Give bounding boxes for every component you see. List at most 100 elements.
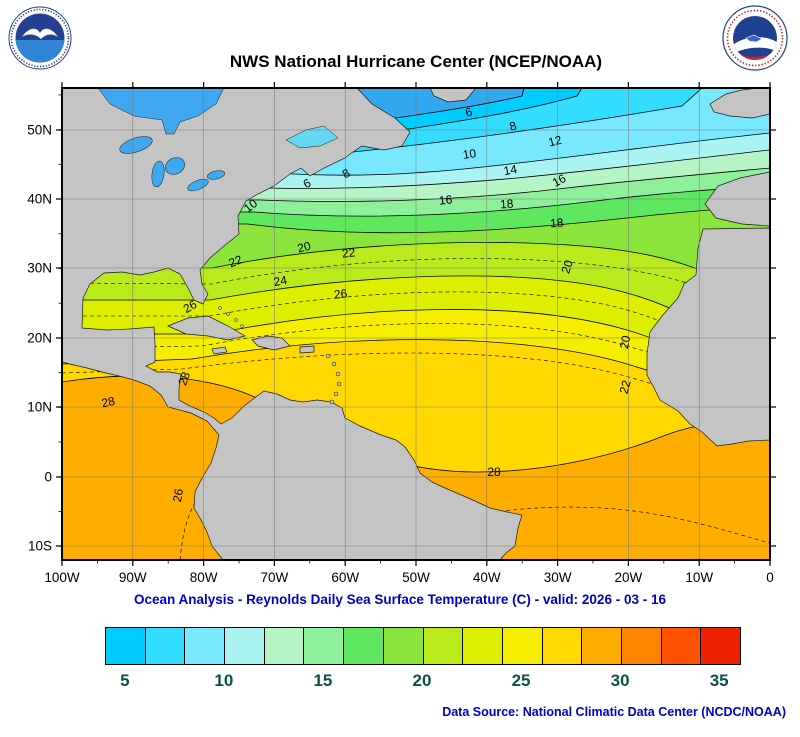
x-axis-label: 40W — [473, 570, 501, 585]
nws-map-shape — [745, 34, 763, 43]
island — [336, 381, 342, 387]
contour-label: 18 — [550, 216, 565, 231]
y-axis-label: 40N — [27, 192, 52, 207]
contour-label: 28 — [100, 394, 116, 411]
x-axis-label: 30W — [544, 570, 572, 585]
contour-label: 26 — [333, 286, 348, 301]
hudson-bay — [97, 88, 225, 135]
contour-label: 22 — [227, 252, 245, 270]
nws-logo — [722, 5, 788, 71]
colorbar-cell — [185, 628, 226, 664]
island — [329, 399, 335, 405]
colorbar-cell — [344, 628, 384, 664]
colorbar-cell — [502, 628, 543, 664]
landmass — [211, 346, 228, 355]
colorbar-cell — [145, 628, 186, 664]
nws-cloud-band — [733, 37, 777, 54]
contour-label: 28 — [175, 370, 193, 388]
landmass — [429, 88, 477, 103]
contour-label: 6 — [463, 104, 474, 119]
island — [325, 353, 331, 359]
noaa-logo — [8, 6, 72, 70]
colorbar-tick-label: 30 — [610, 671, 630, 690]
contour-label: 20 — [558, 258, 576, 275]
colorbar-cell — [661, 628, 702, 664]
island — [234, 318, 238, 322]
nws-logo-ring-text — [726, 9, 784, 67]
great-lake — [151, 160, 165, 188]
y-axis-label: 50N — [27, 123, 52, 138]
colorbar-tick-label: 35 — [709, 671, 729, 690]
data-source: Data Source: National Climatic Data Cent… — [442, 705, 786, 719]
landmass — [646, 227, 770, 447]
contour-label: 28 — [487, 465, 501, 479]
colorbar-cell — [264, 628, 305, 664]
island — [331, 361, 337, 367]
x-axis-label: 80W — [190, 570, 218, 585]
contour-label: 8 — [508, 118, 518, 133]
landmass — [299, 345, 315, 354]
lat-lon-grid — [62, 88, 770, 560]
noaa-gull-icon — [22, 28, 58, 39]
x-axis-label: 100W — [44, 570, 80, 585]
colorbar-tick-label: 20 — [412, 671, 432, 690]
colorbar-cell — [304, 628, 345, 664]
colorbar-ticks: 5 10 15 20 25 30 35 — [105, 671, 741, 695]
contour-label: 26 — [181, 297, 200, 316]
colorbar-tick-label: 10 — [214, 671, 234, 690]
colorbar-tick-label: 15 — [313, 671, 333, 690]
isotherm-contour — [62, 149, 770, 189]
contour-label: 10 — [462, 146, 477, 162]
contour-label: 16 — [550, 171, 569, 190]
great-lake — [119, 136, 153, 154]
contour-label: 16 — [438, 192, 453, 207]
x-axis-label: 10W — [685, 570, 713, 585]
island — [218, 306, 222, 310]
y-axis-label: 10S — [28, 539, 52, 554]
landmass — [709, 88, 770, 119]
contour-label: 26 — [170, 487, 186, 503]
map-axes: 100W 90W 80W 70W 60W 50W 40W 30W 20W 10W 0 50N 40N 30… — [27, 82, 776, 585]
colorbar-cell — [225, 628, 265, 664]
x-axis-label: 20W — [615, 570, 643, 585]
isotherm-contour-dashed — [62, 323, 770, 416]
page-title: NWS National Hurricane Center (NCEP/NOAA… — [229, 52, 603, 71]
x-axis-label: 70W — [261, 570, 289, 585]
contour-label: 12 — [547, 133, 564, 150]
x-axis-label: 50W — [402, 570, 430, 585]
x-axis-label: 60W — [331, 570, 359, 585]
colorbar — [105, 627, 741, 665]
colorbar-cell — [463, 628, 503, 664]
colorbar-cell — [423, 628, 464, 664]
contour-label: 20 — [296, 239, 313, 256]
great-lake — [187, 178, 209, 192]
x-axis-label: 90W — [119, 570, 147, 585]
noaa-logo-sea — [15, 40, 65, 63]
contour-label: 20 — [617, 334, 634, 350]
y-axis-label: 10N — [27, 400, 52, 415]
contour-label: 24 — [273, 273, 289, 289]
map-subtitle: Ocean Analysis - Reynolds Daily Sea Surf… — [134, 592, 666, 607]
contour-label: 22 — [617, 378, 634, 395]
isotherm-contour — [62, 375, 770, 473]
noaa-logo-ring-text — [10, 8, 70, 68]
contour-label: 22 — [341, 245, 356, 260]
landmass — [167, 315, 246, 341]
colorbar-cell — [582, 628, 622, 664]
contour-label: 14 — [503, 162, 519, 178]
colorbar-tick-label: 5 — [120, 671, 130, 690]
isotherm-contour — [62, 167, 770, 202]
colorbar-cell — [701, 628, 740, 664]
island — [226, 312, 230, 316]
great-lake — [165, 157, 185, 175]
y-axis-label: 20N — [27, 331, 52, 346]
y-axis-label: 0 — [44, 470, 52, 485]
colorbar-cell — [106, 628, 146, 664]
contour-label: 18 — [500, 197, 515, 212]
island — [333, 391, 339, 397]
colorbar-tick-label: 25 — [511, 671, 531, 690]
colorbar-cell — [383, 628, 424, 664]
